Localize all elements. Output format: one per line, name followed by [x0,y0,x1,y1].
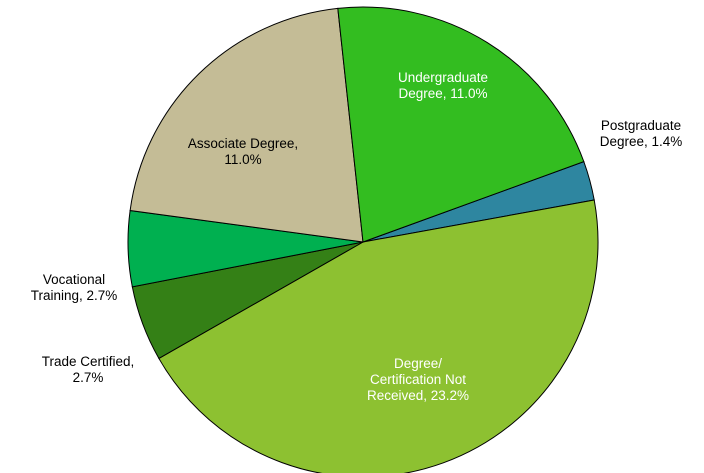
pie-slice [129,7,364,243]
slice-label-line: Certification Not [370,372,466,387]
slice-label: Degree/Certification Not Received, 23.2% [367,356,469,403]
pie-slice [158,199,599,473]
slice-label: Associate Degree, 11.0% [188,136,298,167]
pie-slice [337,6,585,243]
slice-label-line: Training, 2.7% [31,288,118,303]
slice-label-line: Degree, 11.0% [398,86,487,101]
slice-label-line: Postgraduate [601,118,681,133]
slice-label-line: Trade Certified, [42,354,135,369]
slice-label-line: Degree/ [394,356,442,371]
slice-label: Postgraduate Degree, 1.4% [600,118,683,149]
slice-label: Undergraduate Degree, 11.0% [398,70,488,101]
slice-label-line: Undergraduate [398,70,488,85]
slice-label-line: Degree, 1.4% [600,134,683,149]
slice-label: Trade Certified, 2.7% [42,354,135,385]
slice-label-line: 2.7% [73,370,104,385]
slice-label-line: Associate Degree, [188,136,298,151]
slice-label: Vocational Training, 2.7% [31,272,118,303]
slice-label-line: Received, 23.2% [367,388,469,403]
slice-label-line: Vocational [43,272,105,287]
slice-label-line: 11.0% [224,152,261,167]
